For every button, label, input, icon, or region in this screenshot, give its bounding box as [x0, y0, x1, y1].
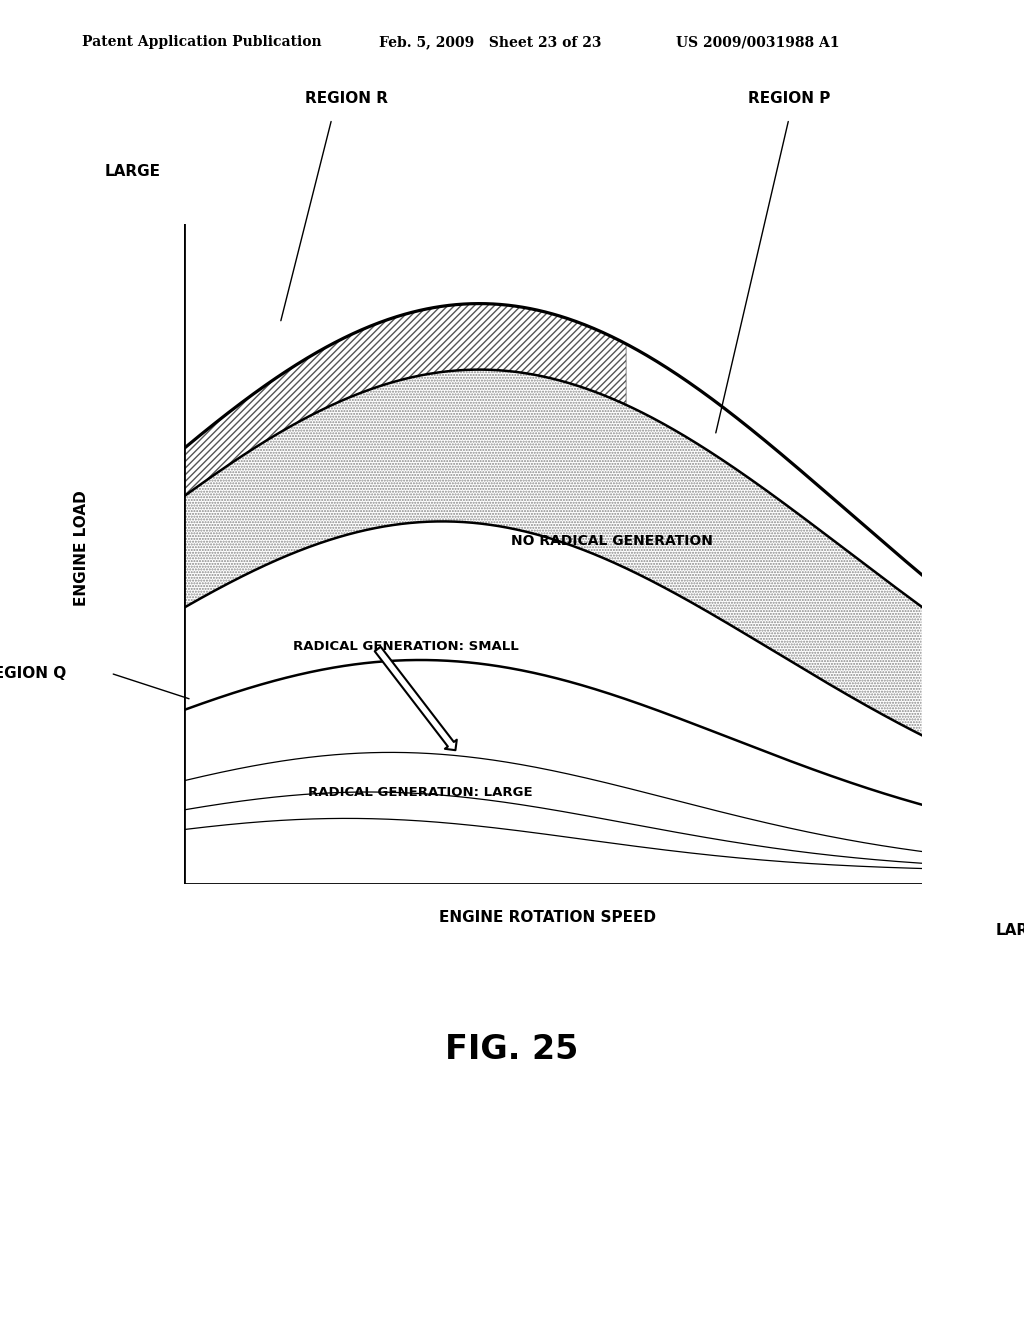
Text: REGION R: REGION R — [305, 91, 388, 106]
Text: FIG. 25: FIG. 25 — [445, 1032, 579, 1067]
Polygon shape — [184, 304, 626, 496]
Text: US 2009/0031988 A1: US 2009/0031988 A1 — [676, 36, 840, 49]
Text: Patent Application Publication: Patent Application Publication — [82, 36, 322, 49]
Text: ENGINE LOAD: ENGINE LOAD — [75, 490, 89, 606]
Text: REGION P: REGION P — [748, 91, 830, 106]
Text: ENGINE ROTATION SPEED: ENGINE ROTATION SPEED — [439, 909, 656, 925]
Text: Feb. 5, 2009   Sheet 23 of 23: Feb. 5, 2009 Sheet 23 of 23 — [379, 36, 601, 49]
Text: RADICAL GENERATION: LARGE: RADICAL GENERATION: LARGE — [308, 785, 532, 799]
Text: LARGE: LARGE — [995, 923, 1024, 939]
Text: RADICAL GENERATION: SMALL: RADICAL GENERATION: SMALL — [293, 640, 518, 653]
Text: LARGE: LARGE — [104, 164, 161, 180]
Text: NO RADICAL GENERATION: NO RADICAL GENERATION — [511, 535, 713, 548]
Text: REGION Q: REGION Q — [0, 665, 67, 681]
Polygon shape — [184, 370, 922, 735]
